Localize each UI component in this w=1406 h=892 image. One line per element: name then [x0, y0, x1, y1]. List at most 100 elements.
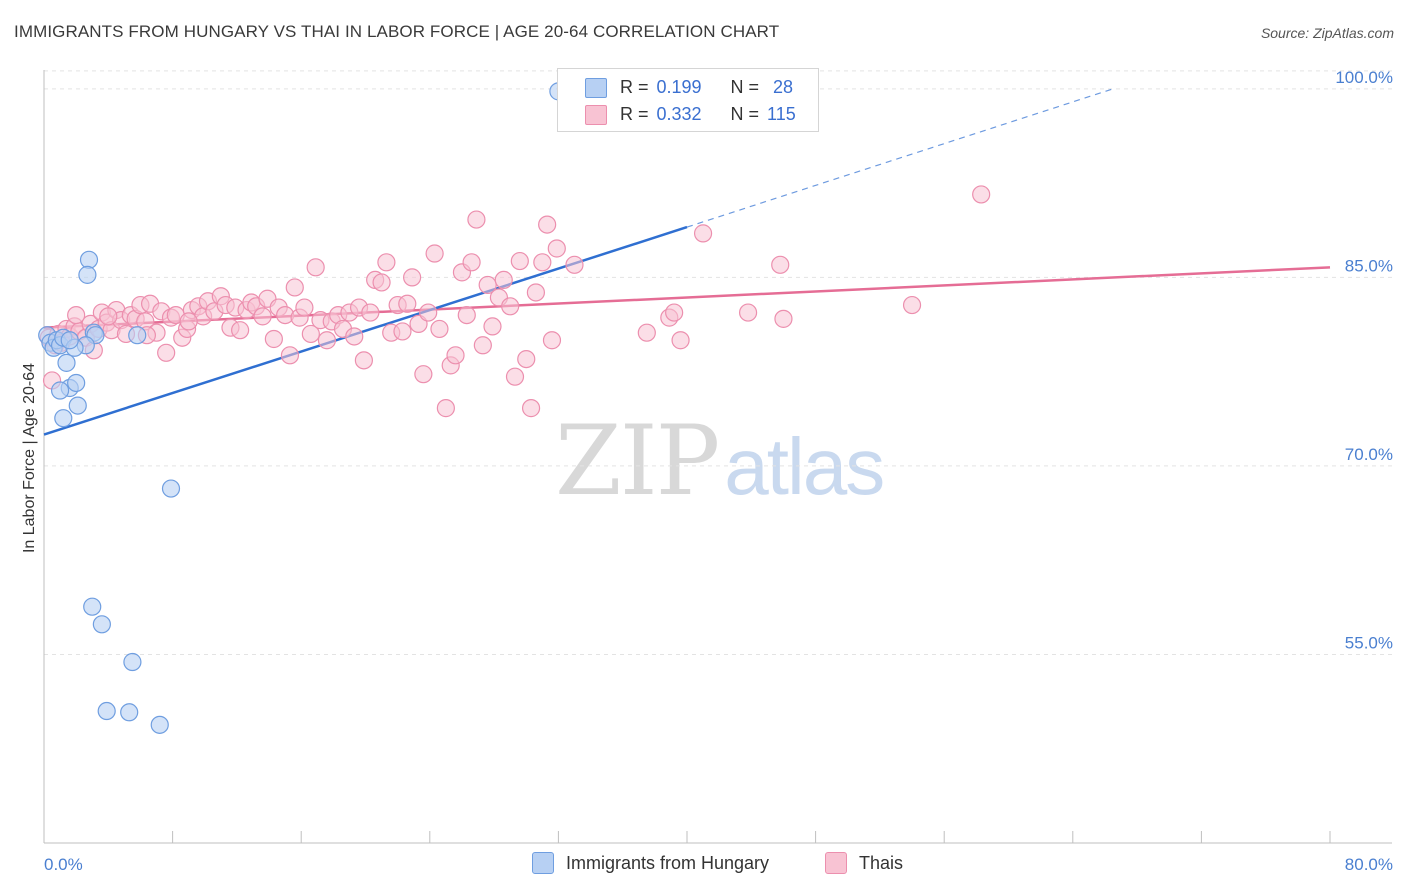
point-thais [494, 270, 513, 290]
point-thais [403, 268, 422, 287]
point-thais [483, 317, 502, 336]
point-thais [462, 253, 481, 272]
point-thais [771, 255, 790, 274]
point-thais [547, 239, 566, 258]
point-thais [457, 305, 476, 325]
point-thais [671, 331, 690, 350]
point-thais [501, 297, 520, 316]
point-thais [231, 321, 250, 340]
point-thais [280, 346, 300, 365]
point-thais [285, 278, 304, 297]
watermark-atlas: atlas [724, 422, 885, 511]
point-thais [526, 283, 545, 302]
point-hungary [57, 353, 76, 372]
chart-title: IMMIGRANTS FROM HUNGARY VS THAI IN LABOR… [14, 22, 780, 41]
point-thais [774, 309, 793, 328]
stats-row-hungary: R = 0.199 N = 28 [585, 74, 794, 100]
point-hungary [60, 331, 79, 350]
y-tick-label: 85.0% [1345, 256, 1393, 275]
point-thais [393, 322, 412, 341]
point-hungary [67, 373, 86, 393]
point-hungary [123, 652, 142, 672]
y-tick-label: 100.0% [1335, 68, 1393, 87]
point-thais [505, 367, 525, 386]
point-thais [467, 210, 486, 229]
n-label: N = [730, 76, 760, 97]
trend-extension-hungary [686, 88, 1114, 228]
watermark-zip: ZIP [555, 405, 720, 517]
r-label: R = [620, 103, 649, 124]
point-thais [425, 244, 444, 263]
legend-label-hungary: Immigrants from Hungary [566, 852, 770, 873]
x-tick-label-min: 0.0% [44, 855, 83, 874]
point-hungary [79, 250, 99, 269]
point-thais [372, 273, 391, 292]
point-hungary [161, 479, 181, 498]
point-thais [665, 303, 684, 322]
point-thais [345, 327, 364, 346]
watermark: ZIPatlas [555, 405, 885, 517]
trend-line-thais [43, 266, 1331, 329]
point-thais [253, 307, 272, 326]
point-thais [99, 307, 118, 326]
n-label: N = [730, 103, 760, 124]
point-thais [157, 343, 176, 362]
tick-labels: 55.0% 70.0% 85.0% 100.0% 0.0% 80.0% [44, 68, 1393, 874]
point-hungary [150, 715, 169, 734]
point-thais [414, 365, 433, 384]
point-thais [533, 253, 552, 272]
point-hungary [68, 396, 87, 415]
point-thais [542, 331, 562, 350]
point-hungary [50, 381, 70, 400]
point-thais [693, 224, 713, 243]
legend-item-thais[interactable]: Thais [825, 852, 903, 874]
legend-swatch-thais [825, 852, 847, 874]
point-hungary [97, 701, 116, 721]
n-value-thais: 115 [767, 103, 796, 124]
trend-lines [43, 88, 1331, 436]
point-hungary [83, 597, 102, 616]
point-thais [301, 324, 320, 344]
stats-row-thais: R = 0.332 N = 115 [585, 101, 796, 127]
axes [43, 70, 1392, 844]
point-thais [521, 399, 541, 418]
point-thais [473, 336, 492, 355]
n-value-hungary: 28 [773, 76, 794, 97]
gridlines [44, 70, 1392, 655]
point-thais [637, 323, 656, 342]
point-hungary [54, 409, 73, 428]
point-hungary [120, 703, 139, 722]
point-thais [419, 303, 438, 322]
point-thais [517, 349, 536, 369]
series-legend: Immigrants from Hungary Thais [0, 852, 1406, 878]
point-thais [436, 399, 455, 418]
point-hungary [92, 615, 111, 634]
r-label: R = [620, 76, 649, 97]
x-tick-label-max: 80.0% [1345, 855, 1393, 874]
point-hungary [128, 326, 147, 345]
legend-swatch-hungary [532, 852, 554, 874]
swatch-hungary [585, 78, 607, 98]
y-tick-label: 55.0% [1345, 633, 1393, 652]
point-thais [306, 258, 325, 277]
point-thais [377, 253, 396, 272]
point-hungary [78, 265, 97, 284]
point-thais [67, 305, 86, 325]
point-thais [538, 215, 557, 234]
point-thais [738, 303, 758, 322]
point-thais [902, 295, 922, 315]
point-thais [446, 346, 465, 365]
point-thais [354, 351, 373, 370]
r-value-hungary: 0.199 [656, 76, 702, 97]
point-thais [565, 255, 584, 274]
legend-item-hungary[interactable]: Immigrants from Hungary [532, 852, 769, 874]
legend-label-thais: Thais [859, 852, 904, 873]
stats-legend: R = 0.199 N = 28 R = 0.332 N = 115 [557, 68, 819, 132]
point-thais [317, 331, 337, 350]
point-thais [510, 251, 529, 271]
r-value-thais: 0.332 [656, 103, 702, 124]
point-thais [295, 298, 314, 317]
data-points [38, 82, 991, 734]
source-credit: Source: ZipAtlas.com [1260, 25, 1394, 41]
